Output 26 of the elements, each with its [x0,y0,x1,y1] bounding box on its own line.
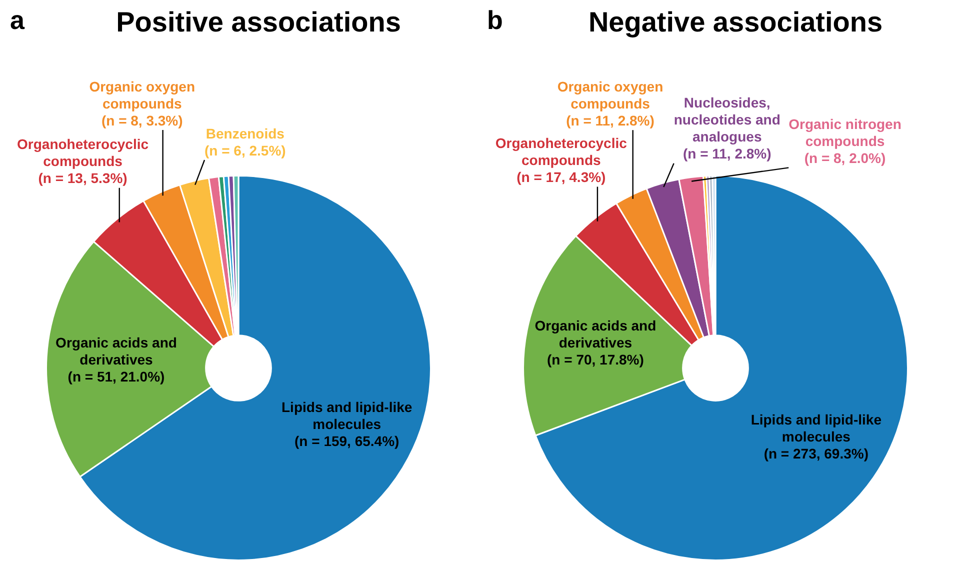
data-label: (n = 51, 21.0%) [68,368,165,385]
data-label: (n = 8, 2.0%) [804,150,886,166]
slice-label: Lipids and lipid-like molecules [282,398,412,432]
slice-label: Organic oxygen compounds [557,78,664,112]
chart-title: Positive associations [116,6,401,38]
slice-label: Organic oxygen compounds [89,78,196,112]
slice-label: Organic acids and derivatives [534,318,656,351]
slice-label: Organoheterocyclic compounds [17,136,149,170]
data-label: (n = 17, 4.3%) [516,169,606,186]
slice-label: Benzenoids [206,125,285,142]
slice-label: Organoheterocyclic compounds [495,135,628,168]
text: b [487,5,503,36]
data-label: (n = 273, 69.3%) [764,446,868,462]
data-label: (n = 11, 2.8%) [566,112,654,128]
data-label: (n = 159, 65.4%) [294,432,400,449]
slice-label: Organic acids and derivatives [56,334,177,368]
data-label: (n = 70, 17.8%) [547,352,644,368]
slice-label: Lipids and lipid-like molecules [750,412,882,445]
data-label: (n = 13, 5.3%) [38,170,128,186]
data-label: (n = 11, 2.8%) [682,146,772,162]
data-label: (n = 8, 3.3%) [101,112,183,128]
text: a [10,5,25,36]
slice-label: Organic nitrogen compounds [788,116,902,150]
slice-label: Nucleosides, nucleotides and analogues [674,94,780,145]
data-label: (n = 6, 2.5%) [204,142,286,158]
chart-title: Negative associations [588,6,883,38]
